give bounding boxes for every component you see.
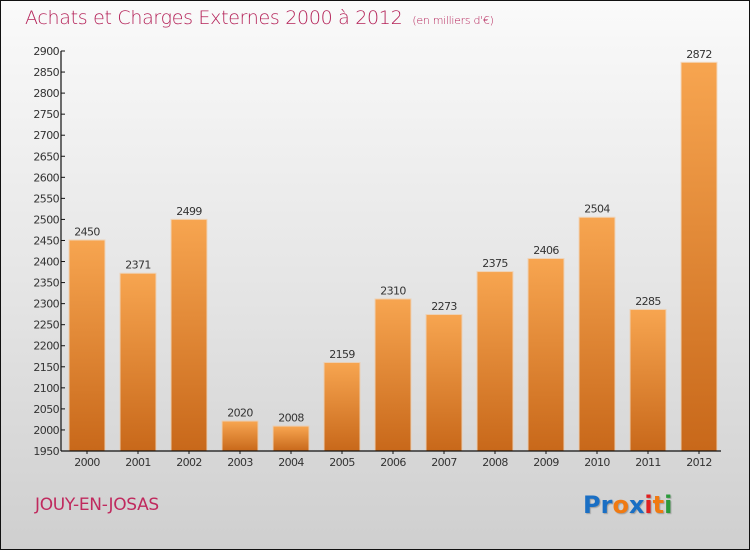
bar-2001 <box>120 273 156 451</box>
value-label: 2872 <box>686 48 712 61</box>
bar-2012 <box>681 62 717 451</box>
value-label: 2371 <box>125 259 151 272</box>
y-tick-label: 2750 <box>33 108 59 121</box>
bar-2006 <box>375 299 411 451</box>
y-tick-label: 2000 <box>33 424 59 437</box>
value-label: 2375 <box>482 257 508 270</box>
logo-letter: r <box>600 491 613 519</box>
value-label: 2285 <box>635 295 661 308</box>
y-axis: 1950 2000 2050 2100 2150 2200 2250 2300 2350 2400… <box>33 45 65 458</box>
y-tick-label: 2650 <box>33 150 59 163</box>
bar-2005 <box>324 363 360 451</box>
logo-letter: x <box>628 491 645 519</box>
value-label: 2008 <box>278 412 304 425</box>
x-tick-label: 2006 <box>380 456 406 469</box>
logo-letter: o <box>612 491 629 519</box>
y-tick-label: 2700 <box>33 129 59 142</box>
x-tick-label: 2010 <box>584 456 610 469</box>
y-tick-label: 2350 <box>33 277 59 290</box>
x-tick-label: 2009 <box>533 456 559 469</box>
y-tick-label: 2900 <box>33 45 59 58</box>
bar-2011 <box>630 309 666 451</box>
y-tick-label: 2550 <box>33 192 59 205</box>
y-tick-label: 2500 <box>33 213 59 226</box>
x-tick-label: 2004 <box>278 456 304 469</box>
bar-2000 <box>69 240 105 451</box>
y-tick-label: 2100 <box>33 382 59 395</box>
y-tick-label: 2800 <box>33 87 59 100</box>
value-label: 2310 <box>380 284 406 297</box>
bar-2008 <box>477 272 513 451</box>
value-label: 2406 <box>533 244 559 257</box>
bar-2010 <box>579 217 615 451</box>
y-tick-label: 2450 <box>33 234 59 247</box>
proxiti-logo: Proxiti <box>583 491 672 519</box>
y-tick-label: 2600 <box>33 171 59 184</box>
y-tick-label: 2250 <box>33 319 59 332</box>
bar-2003 <box>222 421 258 451</box>
x-tick-label: 2007 <box>431 456 457 469</box>
y-tick-label: 2150 <box>33 361 59 374</box>
value-label: 2273 <box>431 300 457 313</box>
bar-2007 <box>426 315 462 451</box>
y-tick-label: 2200 <box>33 340 59 353</box>
logo-letter: i <box>664 491 673 519</box>
chart-subtitle: (en milliers d'€) <box>412 14 494 27</box>
y-tick-label: 2400 <box>33 256 59 269</box>
bar-2002 <box>171 219 207 451</box>
logo-letter: P <box>583 491 601 519</box>
y-tick-label: 2300 <box>33 298 59 311</box>
value-label: 2450 <box>74 225 100 238</box>
x-tick-label: 2002 <box>176 456 202 469</box>
y-tick-label: 1950 <box>33 445 59 458</box>
title-text: Achats et Charges Externes 2000 à 2012 <box>25 7 403 29</box>
bars: 2450 2371 2499 2020 2008 2159 2310 2273 2375 2406… <box>68 48 718 451</box>
value-label: 2499 <box>176 205 202 218</box>
city-name: JOUY-EN-JOSAS <box>35 495 159 515</box>
x-tick-label: 2003 <box>227 456 253 469</box>
value-label: 2159 <box>329 348 355 361</box>
bar-2009 <box>528 259 564 451</box>
y-tick-label: 2850 <box>33 66 59 79</box>
x-tick-label: 2011 <box>635 456 661 469</box>
x-tick-label: 2005 <box>329 456 355 469</box>
x-tick-label: 2012 <box>686 456 712 469</box>
x-tick-label: 2000 <box>74 456 100 469</box>
logo-letter: i <box>644 491 653 519</box>
logo-letter: t <box>652 491 665 519</box>
value-label: 2504 <box>584 203 610 216</box>
y-tick-label: 2050 <box>33 403 59 416</box>
x-tick-label: 2008 <box>482 456 508 469</box>
x-tick-label: 2001 <box>125 456 151 469</box>
chart-title: Achats et Charges Externes 2000 à 2012 (e… <box>25 7 494 29</box>
bar-2004 <box>273 426 309 451</box>
value-label: 2020 <box>227 407 253 420</box>
x-axis: 2000 2001 2002 2003 2004 2005 2006 2007 2008 2009… <box>61 450 721 469</box>
